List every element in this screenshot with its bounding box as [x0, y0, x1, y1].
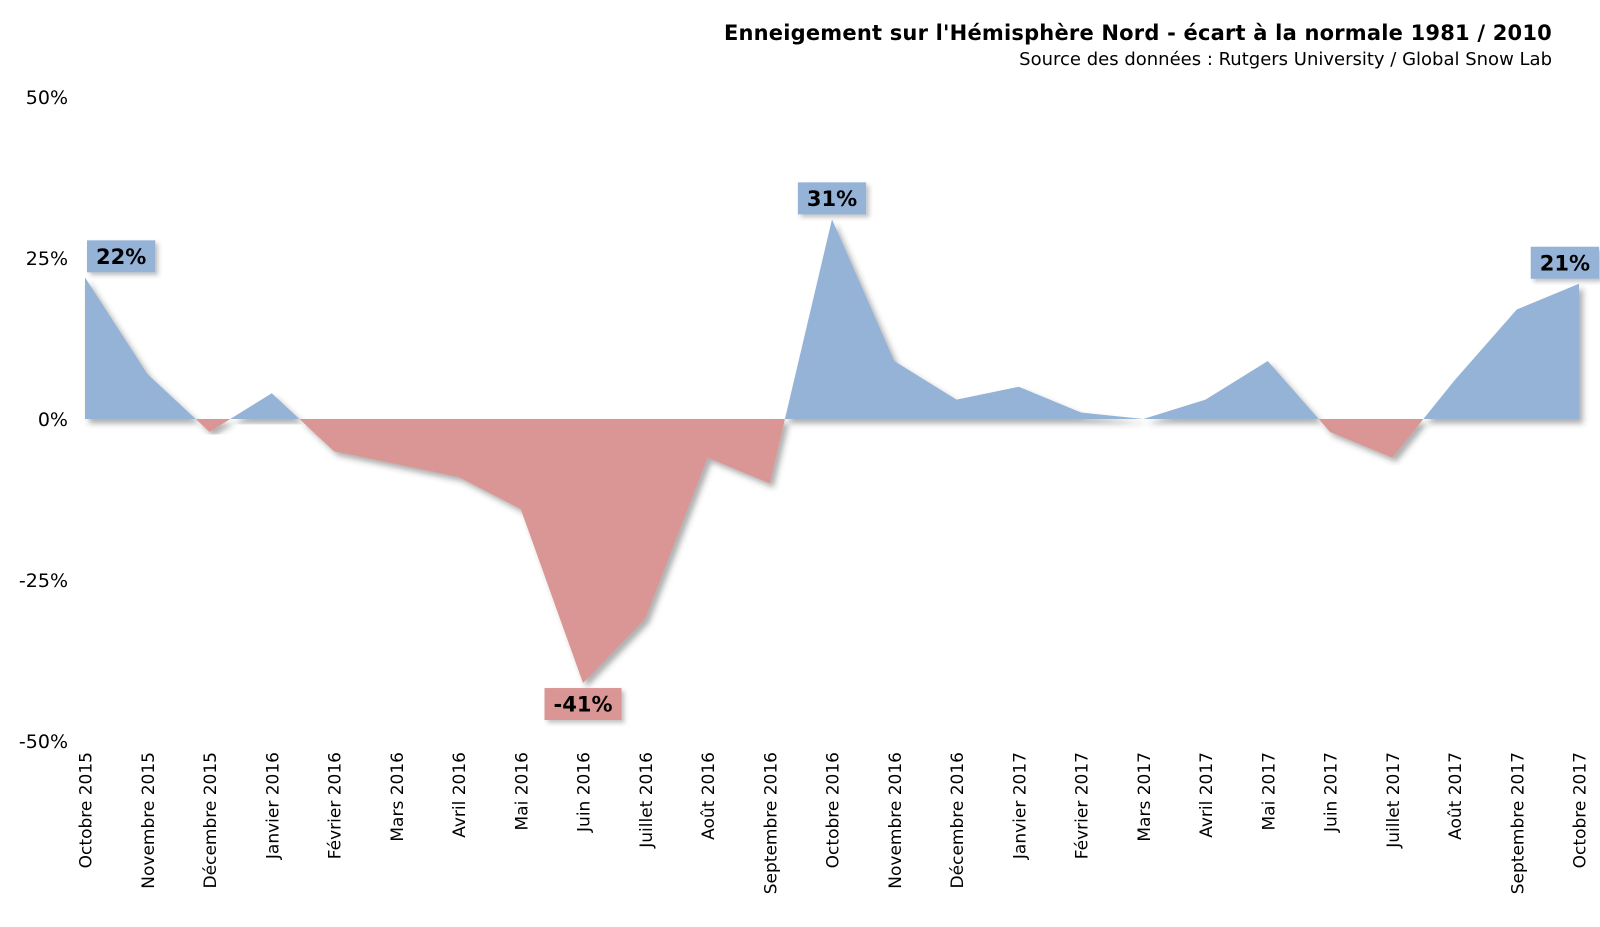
area-segment-negative — [299, 419, 785, 684]
chart-title: Enneigement sur l'Hémisphère Nord - écar… — [723, 21, 1552, 45]
x-axis-label: Octobre 2015 — [77, 752, 97, 868]
area-segment-positive — [230, 393, 300, 419]
y-axis-label: 25% — [26, 248, 68, 270]
annotation-box — [797, 182, 867, 215]
y-axis-label: 0% — [38, 409, 68, 431]
x-axis-label: Novembre 2015 — [139, 752, 159, 889]
area-segment-positive — [784, 219, 1319, 419]
x-axis-label: Décembre 2015 — [201, 752, 221, 888]
x-axis-label: Septembre 2017 — [1508, 752, 1528, 894]
x-axis-label: Novembre 2016 — [886, 752, 906, 889]
annotation-box — [1530, 246, 1599, 279]
y-axis-label: -50% — [19, 731, 68, 753]
x-axis-label: Juillet 2017 — [1384, 752, 1404, 849]
y-axis-label: 50% — [26, 87, 68, 109]
x-axis-label: Avril 2017 — [1197, 752, 1217, 838]
x-axis-label: Octobre 2016 — [824, 752, 844, 868]
annotation-label: -41% — [554, 693, 613, 717]
x-axis-label: Octobre 2017 — [1571, 752, 1591, 868]
x-axis-label: Avril 2016 — [450, 752, 470, 838]
x-axis-label: Février 2016 — [326, 752, 346, 859]
annotation-box — [544, 688, 622, 721]
annotation-box — [87, 240, 156, 273]
annotation: -41% — [544, 688, 622, 721]
annotation: 31% — [797, 182, 867, 215]
area-segment-negative — [195, 419, 231, 432]
area-segment-positive — [85, 277, 196, 419]
x-axis-label: Janvier 2016 — [263, 752, 283, 860]
x-axis-label: Janvier 2017 — [1010, 752, 1030, 860]
area-segment-negative — [1318, 419, 1424, 458]
annotation: 21% — [1530, 246, 1599, 279]
x-axis-label: Mars 2016 — [388, 752, 408, 842]
x-axis-label: Juillet 2016 — [637, 752, 657, 849]
x-axis-label: Septembre 2016 — [761, 752, 781, 894]
x-axis-label: Décembre 2016 — [948, 752, 968, 888]
chart-subtitle: Source des données : Rutgers University … — [1019, 49, 1552, 70]
title-block: Enneigement sur l'Hémisphère Nord - écar… — [724, 21, 1552, 70]
x-axis-label: Février 2017 — [1073, 752, 1093, 859]
annotation: 22% — [87, 240, 156, 273]
annotation-label: 31% — [807, 187, 857, 211]
x-axis-label: Juin 2016 — [575, 752, 595, 833]
annotation-label: 21% — [1540, 251, 1590, 275]
x-axis-label: Mai 2017 — [1259, 752, 1279, 830]
x-axis-label: Mai 2016 — [512, 752, 532, 830]
area-segment-positive — [1423, 283, 1579, 419]
y-axis-label: -25% — [19, 570, 68, 592]
annotation-label: 22% — [96, 245, 146, 269]
x-axis-label: Juin 2017 — [1322, 752, 1342, 833]
x-axis-label: Août 2016 — [699, 752, 719, 840]
x-axis-label: Août 2017 — [1446, 752, 1466, 840]
x-axis-label: Mars 2017 — [1135, 752, 1155, 842]
